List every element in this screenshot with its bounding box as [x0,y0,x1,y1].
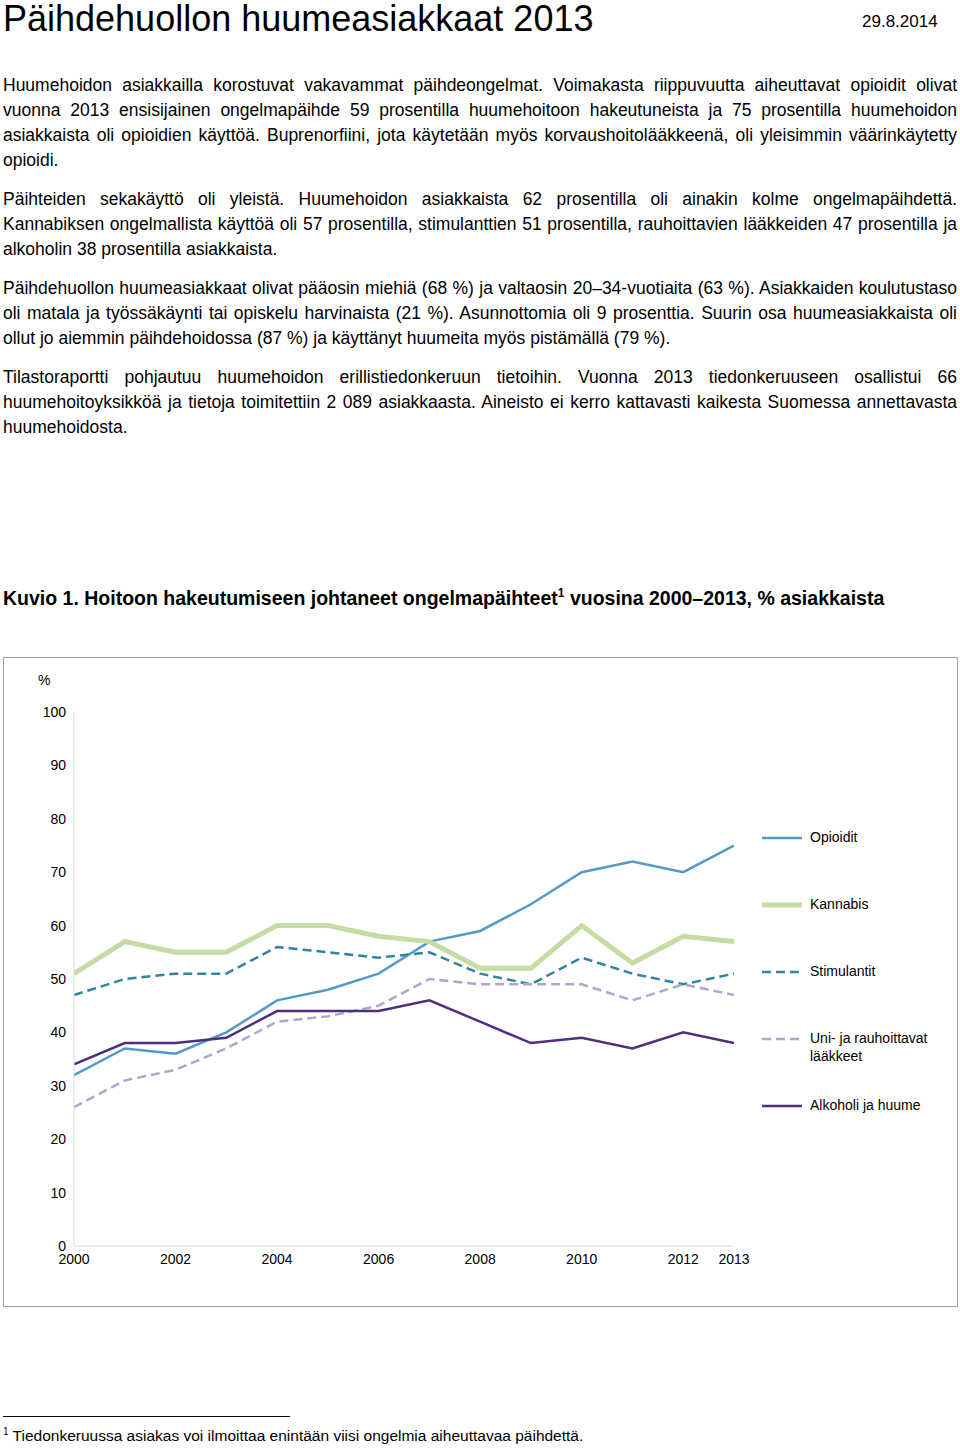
html-text:Tilastoraportti pohjautuu huum: Tilastoraportti pohjautuu huumehoidon er… [3,367,957,437]
html-text:Kuvio 1. Hoitoon hakeutumiseen: Kuvio 1. Hoitoon hakeutumiseen johtaneet… [3,586,885,609]
svg-text:2006: 2006 [363,1251,394,1267]
svg-text:50: 50 [50,971,66,987]
svg-text:2002: 2002 [160,1251,191,1267]
svg-text:2008: 2008 [465,1251,496,1267]
svg-text:30: 30 [50,1078,66,1094]
svg-text:80: 80 [50,811,66,827]
svg-text:2004: 2004 [261,1251,292,1267]
html-text:Alkoholi ja huume: Alkoholi ja huume [810,1097,921,1113]
html-text:Huumehoidon asiakkailla korost: Huumehoidon asiakkailla korostuvat vakav… [3,75,957,170]
svg-text:2012: 2012 [668,1251,699,1267]
svg-text:70: 70 [50,864,66,880]
html-text:Uni- ja rauhoittavat lääkkeet: Uni- ja rauhoittavat lääkkeet [810,1030,928,1064]
html-text:Päihteiden sekakäyttö oli ylei: Päihteiden sekakäyttö oli yleistä. Huume… [3,189,957,259]
svg-text:20: 20 [50,1131,66,1147]
svg-text:60: 60 [50,918,66,934]
svg-text:90: 90 [50,757,66,773]
svg-text:2000: 2000 [58,1250,90,1267]
svg-text:2010: 2010 [566,1251,597,1267]
html-text:1 Tiedonkeruussa asiakas voi i: 1 Tiedonkeruussa asiakas voi ilmoittaa e… [3,1426,584,1445]
svg-text:0: 0 [58,1238,66,1254]
html-text:Kannabis: Kannabis [810,896,869,912]
html-text:Stimulantit: Stimulantit [810,963,876,979]
html-text:Päihdehuollon huumeasiakkaat o: Päihdehuollon huumeasiakkaat olivat pääo… [3,278,957,348]
svg-text:100: 100 [43,704,67,720]
svg-text:10: 10 [50,1185,66,1201]
html-text:Opioidit: Opioidit [810,829,858,845]
svg-text:2013: 2013 [718,1251,749,1267]
svg-text:40: 40 [50,1024,66,1040]
html-text:29.8.2014: 29.8.2014 [862,12,938,31]
